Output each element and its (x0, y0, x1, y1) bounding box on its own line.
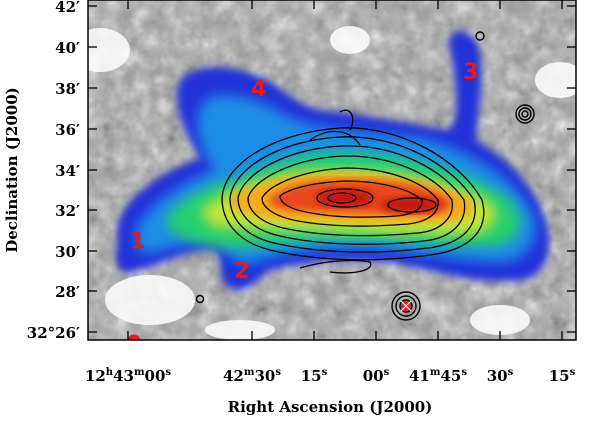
x-tick-label: 15s (549, 367, 576, 385)
region-label-2: 2 (234, 259, 249, 284)
x-axis-label: Right Ascension (J2000) (228, 398, 433, 416)
region-label-3: 3 (463, 60, 478, 85)
x-tick-label: 00s (363, 367, 390, 385)
x-tick-label: 41m45s (409, 367, 467, 385)
x-tick-label: 30s (487, 367, 514, 385)
y-tick-label: 36′ (55, 121, 80, 139)
y-tick-label: 40′ (55, 39, 80, 57)
x-axis (127, 0, 563, 340)
y-tick-label: 28′ (55, 283, 80, 301)
plot-area: 1 2 3 4 (88, 0, 576, 340)
y-tick-label: 32′ (55, 202, 80, 220)
y-axis (88, 5, 576, 333)
point-source-cross (400, 300, 412, 312)
blanked-regions (88, 26, 576, 340)
x-tick-labels: 12h43m00s 42m30s 15s 00s 41m45s 30s 15s (85, 367, 576, 385)
y-axis-label: Declination (J2000) (3, 87, 21, 253)
y-tick-label: 42′ (55, 0, 80, 16)
x-tick-label: 12h43m00s (85, 367, 172, 385)
radio-contours (221, 109, 485, 274)
y-tick-label: 30′ (55, 243, 80, 261)
y-tick-label: 32°26′ (27, 324, 80, 342)
y-tick-label: 34′ (55, 162, 80, 180)
x-tick-label: 15s (301, 367, 328, 385)
point-source-contours (195, 31, 535, 321)
beam-marker (127, 334, 141, 340)
region-label-4: 4 (251, 77, 266, 102)
region-label-1: 1 (130, 229, 145, 254)
x-tick-label: 42m30s (223, 367, 281, 385)
y-tick-labels: 42′ 40′ 38′ 36′ 34′ 32′ 30′ 28′ 32°26′ (27, 0, 80, 342)
y-tick-label: 38′ (55, 80, 80, 98)
